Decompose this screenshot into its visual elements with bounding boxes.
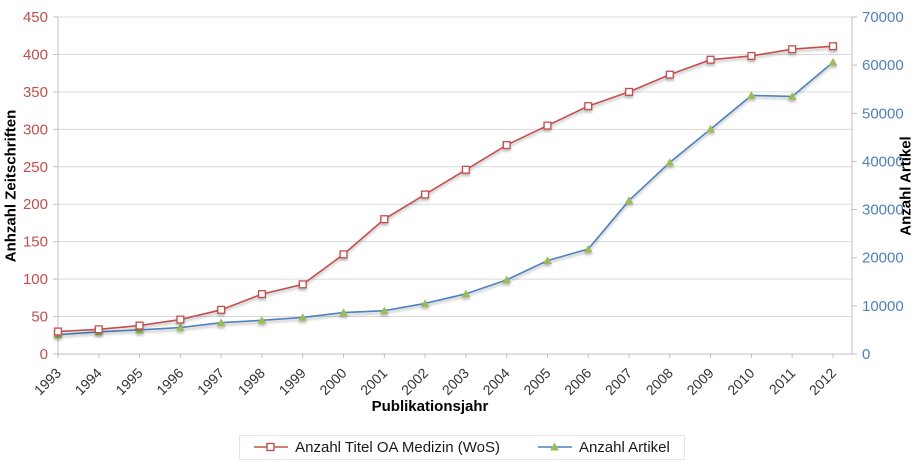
legend-label-titel: Anzahl Titel OA Medizin (WoS) (295, 438, 500, 456)
y-right-tick-label: 0 (862, 346, 870, 363)
marker-square (665, 70, 674, 79)
marker-square (421, 190, 430, 199)
marker-square (543, 121, 552, 130)
y-left-axis-title: Anhzahl Zeitschriften (2, 109, 20, 263)
y-left-tick-label: 300 (23, 121, 48, 138)
y-left-tick-label: 200 (23, 196, 48, 213)
marker-triangle (461, 289, 471, 298)
y-left-tick-label: 0 (40, 346, 48, 363)
legend-swatch-line-triangle-icon (537, 442, 572, 451)
marker-triangle (828, 58, 838, 66)
marker-triangle (787, 92, 797, 100)
x-tick-label: 2009 (683, 365, 716, 398)
x-tick-label: 2006 (561, 365, 594, 398)
legend-item-artikel: Anzahl Artikel (537, 438, 670, 456)
x-tick-label: 1997 (194, 365, 227, 398)
marker-triangle (216, 318, 226, 327)
marker-square (502, 141, 511, 150)
marker-square (625, 87, 634, 96)
x-tick-label: 2000 (316, 365, 349, 398)
x-tick-label: 1994 (72, 365, 105, 398)
x-tick-label: 2001 (357, 365, 390, 398)
series-anzahl-artikel (53, 58, 838, 339)
marker-square (94, 325, 103, 334)
marker-square (339, 250, 348, 259)
x-tick-label: 1993 (31, 365, 64, 398)
series-line-anzahl-titel (57, 45, 834, 333)
series-anzahl-titel (53, 42, 838, 336)
x-tick-label: 2007 (602, 365, 635, 398)
marker-square (747, 51, 756, 60)
marker-triangle (665, 158, 675, 166)
y-left-tick-label: 350 (23, 84, 48, 101)
x-tick-label: 1996 (153, 365, 186, 398)
x-tick-label: 2011 (766, 365, 799, 398)
marker-triangle (339, 308, 348, 316)
marker-square (584, 102, 593, 111)
marker-square (257, 290, 266, 299)
marker-triangle (706, 124, 716, 133)
y-left-tick-label: 100 (23, 271, 48, 288)
x-tick-label: 2005 (520, 365, 553, 398)
legend-label-artikel: Anzahl Artikel (578, 438, 670, 456)
marker-square (217, 305, 226, 314)
y-left-tick-label: 150 (23, 234, 48, 251)
marker-square (788, 45, 797, 54)
series-line-anzahl-artikel (57, 61, 834, 336)
marker-square (53, 327, 63, 336)
marker-square (298, 280, 307, 289)
marker-triangle (175, 323, 185, 331)
y-right-tick-label: 30000 (862, 202, 904, 219)
marker-triangle (420, 299, 430, 307)
y-right-axis-title: Anzahl Artikel (897, 136, 915, 236)
y-right-tick-label: 20000 (862, 250, 904, 267)
legend: Anzahl Titel OA Medizin (WoS) Anzahl Art… (0, 433, 924, 461)
marker-triangle (747, 91, 756, 99)
x-tick-label: 1999 (276, 365, 309, 398)
y-right-tick-label: 70000 (862, 9, 904, 26)
x-tick-label: 2010 (724, 365, 757, 398)
marker-triangle (502, 275, 512, 284)
y-right-tick-label: 10000 (862, 298, 904, 315)
marker-square (461, 165, 470, 174)
x-tick-label: 2004 (479, 365, 512, 398)
marker-triangle (543, 256, 552, 265)
marker-triangle (379, 306, 389, 315)
y-right-tick-label: 50000 (862, 105, 904, 122)
marker-triangle (298, 313, 308, 321)
x-tick-label: 2008 (643, 365, 676, 398)
legend-item-titel: Anzahl Titel OA Medizin (WoS) (254, 439, 500, 456)
x-axis-title: Publikationsjahr (371, 398, 489, 415)
y-left-tick-label: 400 (23, 46, 48, 63)
marker-triangle (583, 244, 593, 253)
x-tick-label: 1998 (235, 365, 268, 398)
y-left-tick-label: 250 (23, 159, 48, 176)
y-left-tick-label: 450 (23, 9, 48, 26)
x-tick-label: 2012 (806, 365, 839, 398)
x-tick-label: 2003 (439, 365, 472, 398)
marker-triangle (257, 316, 267, 324)
legend-box: Anzahl Titel OA Medizin (WoS) Anzahl Art… (239, 434, 685, 460)
marker-square (828, 42, 838, 51)
y-right-tick-label: 60000 (862, 57, 904, 74)
marker-square (135, 321, 144, 330)
marker-square (176, 315, 185, 324)
marker-triangle (624, 196, 634, 204)
marker-square (706, 55, 715, 64)
x-tick-label: 2002 (398, 365, 431, 398)
y-left-tick-label: 50 (31, 309, 48, 326)
marker-square (380, 215, 389, 224)
y-right-tick-label: 40000 (862, 153, 904, 170)
legend-swatch-line-square-icon (254, 442, 289, 452)
x-tick-label: 1995 (112, 365, 145, 398)
